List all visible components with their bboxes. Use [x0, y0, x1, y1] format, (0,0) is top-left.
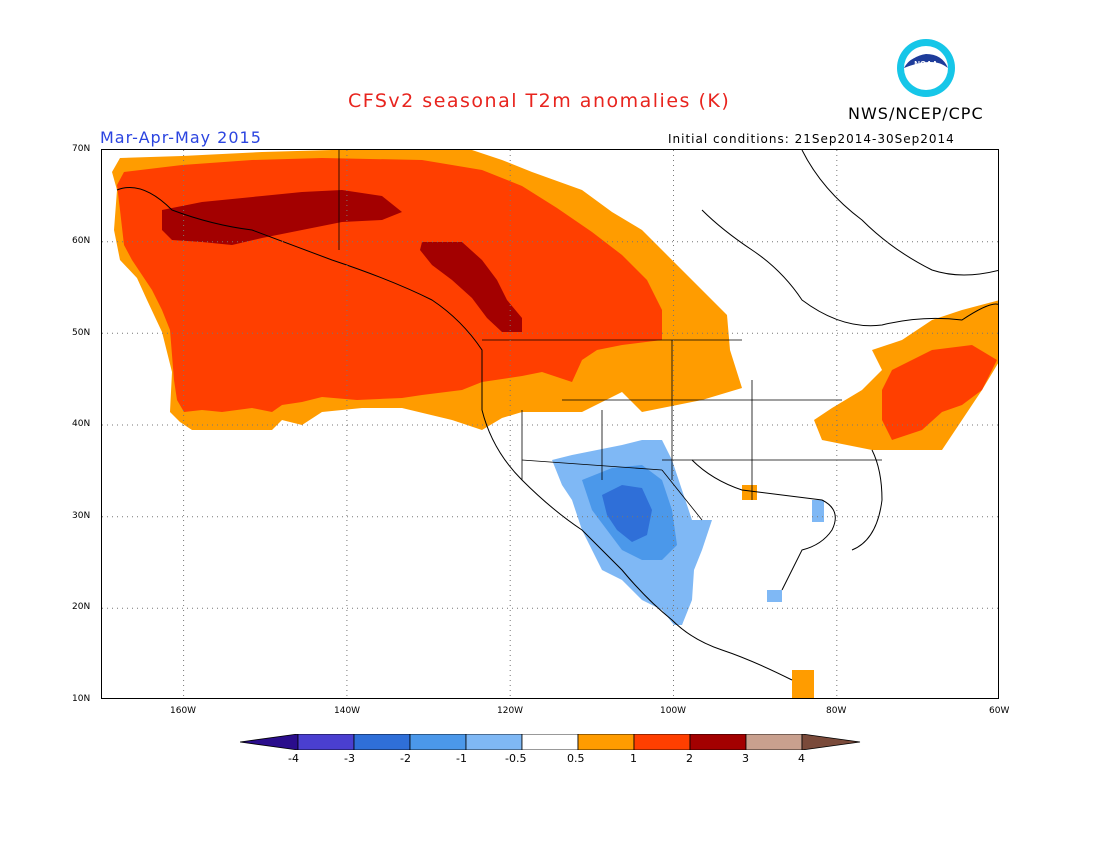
chart-title: CFSv2 seasonal T2m anomalies (K) — [348, 90, 731, 112]
cool-region-core — [602, 485, 652, 542]
colorbar-bin — [465, 734, 523, 750]
season-label: Mar-Apr-May 2015 — [100, 128, 262, 147]
lat-label: 60N — [72, 236, 91, 246]
colorbar-label: 1 — [630, 752, 637, 765]
colorbar-label: -1 — [456, 752, 467, 765]
lon-label: 80W — [826, 706, 847, 716]
coastlines — [116, 150, 998, 681]
anomaly-shading — [112, 150, 998, 698]
colorbar-arrow-cold — [240, 734, 299, 750]
lat-label: 30N — [72, 511, 91, 521]
agency-label: NWS/NCEP/CPC — [848, 104, 984, 123]
lon-label: 140W — [334, 706, 361, 716]
warm-region-peak-bc — [420, 242, 522, 332]
lat-label: 20N — [72, 602, 91, 612]
colorbar-label: 3 — [742, 752, 749, 765]
colorbar-arrow-warm — [801, 734, 861, 750]
cool-region-caribbean — [767, 590, 782, 602]
map-canvas — [102, 150, 998, 698]
colorbar-bin — [409, 734, 467, 750]
colorbar-label: 4 — [798, 752, 805, 765]
lat-label: 40N — [72, 419, 91, 429]
political-boundaries — [338, 150, 882, 521]
colorbar-label: 2 — [686, 752, 693, 765]
map-panel — [101, 149, 999, 699]
colorbar-bin — [521, 734, 579, 750]
lon-label: 100W — [660, 706, 687, 716]
colorbar-bin — [745, 734, 803, 750]
noaa-logo-text: NOAA — [914, 60, 938, 69]
lon-label: 60W — [989, 706, 1010, 716]
colorbar-bin — [297, 734, 355, 750]
noaa-logo: NOAA — [897, 39, 955, 97]
colorbar-bin — [633, 734, 691, 750]
warm-region-caribbean — [792, 670, 814, 698]
colorbar-label: -2 — [400, 752, 411, 765]
colorbar-label: -0.5 — [505, 752, 527, 765]
warm-region-peak-alaska — [162, 190, 402, 245]
lon-label: 120W — [497, 706, 524, 716]
colorbar-bin — [689, 734, 747, 750]
lat-label: 10N — [72, 694, 91, 704]
graticule — [102, 150, 998, 698]
colorbar-label: -3 — [344, 752, 355, 765]
cool-region-florida — [812, 500, 824, 522]
lat-label: 50N — [72, 328, 91, 338]
colorbar-bin — [577, 734, 635, 750]
warm-region-gulf-coast — [742, 485, 757, 500]
colorbar-label: 0.5 — [567, 752, 585, 765]
colorbar — [240, 734, 861, 750]
colorbar-label: -4 — [288, 752, 299, 765]
warm-region-northeast-core — [882, 345, 997, 440]
lon-label: 160W — [170, 706, 197, 716]
lat-label: 70N — [72, 144, 91, 154]
initial-conditions-label: Initial conditions: 21Sep2014-30Sep2014 — [668, 132, 955, 146]
colorbar-bin — [353, 734, 411, 750]
